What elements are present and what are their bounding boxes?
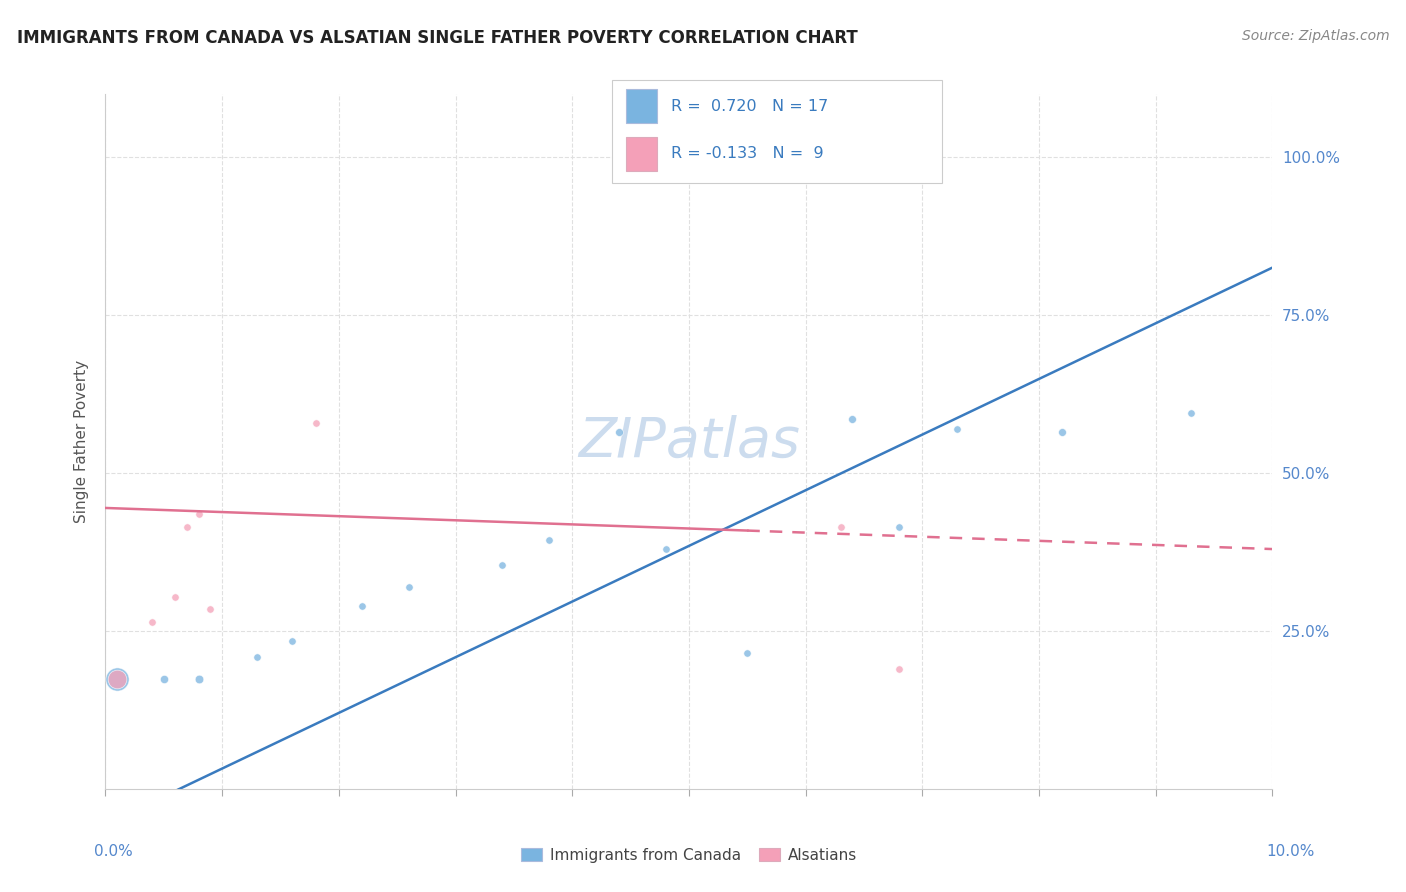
Point <box>176 520 198 534</box>
Text: ZIPatlas: ZIPatlas <box>578 415 800 468</box>
Point <box>304 416 326 430</box>
Point <box>141 615 163 629</box>
Text: IMMIGRANTS FROM CANADA VS ALSATIAN SINGLE FATHER POVERTY CORRELATION CHART: IMMIGRANTS FROM CANADA VS ALSATIAN SINGL… <box>17 29 858 46</box>
Point <box>246 649 269 664</box>
Point <box>153 672 174 686</box>
Point <box>537 533 560 547</box>
Point <box>841 412 863 426</box>
Point <box>654 542 676 557</box>
Point <box>1180 406 1202 420</box>
Point <box>200 602 222 616</box>
Legend: Immigrants from Canada, Alsatians: Immigrants from Canada, Alsatians <box>515 841 863 869</box>
Point <box>281 633 304 648</box>
Point <box>105 672 128 686</box>
Point <box>398 580 420 594</box>
Text: R = -0.133   N =  9: R = -0.133 N = 9 <box>671 146 824 161</box>
Point <box>352 599 374 613</box>
Point <box>187 672 209 686</box>
Point <box>887 662 910 676</box>
Point <box>187 508 209 522</box>
Point <box>887 520 910 534</box>
Point <box>946 422 969 436</box>
Point <box>737 647 759 661</box>
Text: R =  0.720   N = 17: R = 0.720 N = 17 <box>671 99 828 114</box>
Point <box>607 425 630 439</box>
Point <box>165 590 187 604</box>
Point <box>105 672 128 686</box>
Text: 10.0%: 10.0% <box>1267 845 1315 859</box>
Point <box>830 520 852 534</box>
Y-axis label: Single Father Poverty: Single Father Poverty <box>75 360 90 523</box>
Text: 0.0%: 0.0% <box>94 845 134 859</box>
Point <box>1052 425 1074 439</box>
Text: Source: ZipAtlas.com: Source: ZipAtlas.com <box>1241 29 1389 43</box>
Point <box>491 558 513 572</box>
